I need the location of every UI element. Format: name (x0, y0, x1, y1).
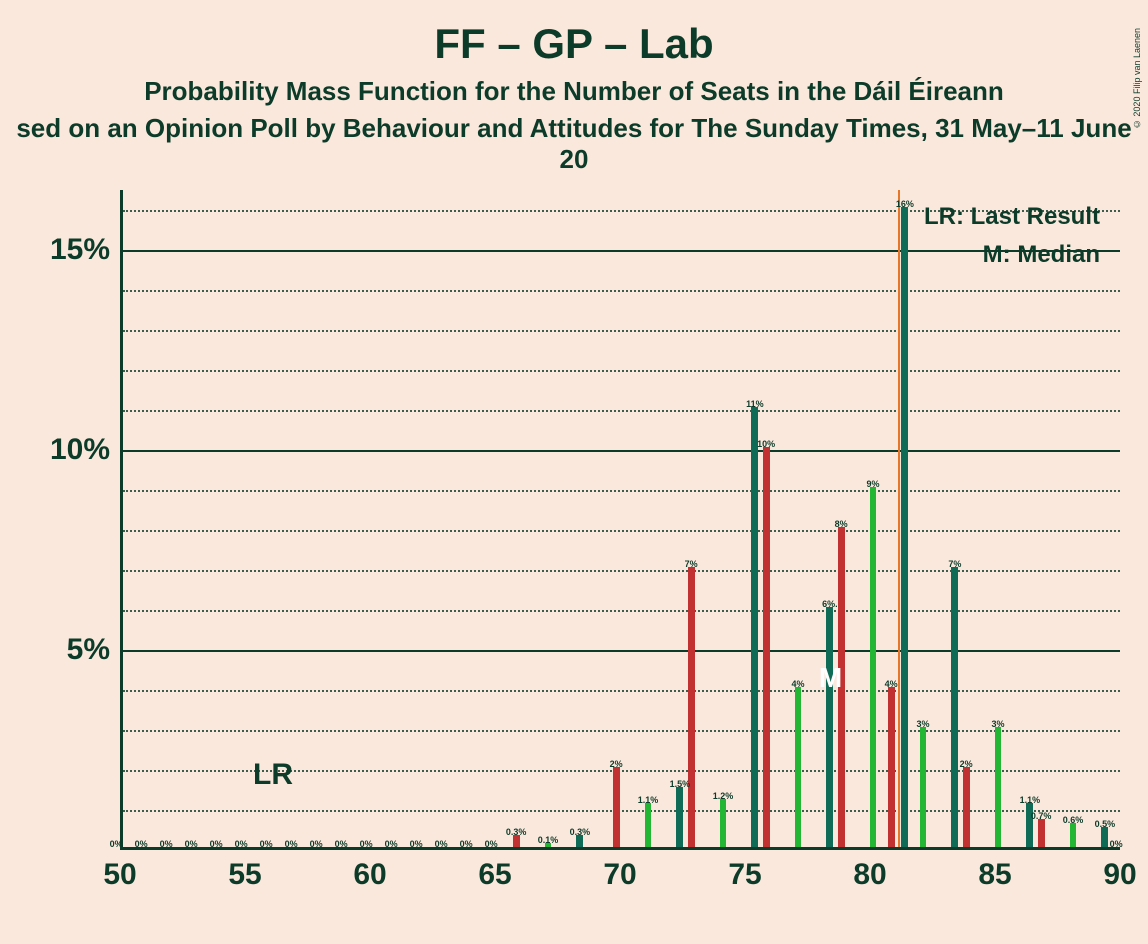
bar-label: 0% (235, 839, 248, 849)
bar-red (688, 567, 695, 847)
grid-major (123, 250, 1120, 252)
bar-teal (676, 787, 683, 847)
bar-label: 1.2% (713, 791, 734, 801)
grid-minor (123, 370, 1120, 372)
bar-teal (826, 607, 833, 847)
bar-red (888, 687, 895, 847)
bar-label: 0% (285, 839, 298, 849)
y-tick-label: 15% (10, 233, 110, 267)
bar-label: 0% (260, 839, 273, 849)
grid-minor (123, 290, 1120, 292)
lr-marker: LR (253, 758, 293, 792)
bar-green (645, 803, 652, 847)
bar-label: 0% (135, 839, 148, 849)
bar-label: 8% (835, 519, 848, 529)
x-tick-label: 90 (1103, 858, 1136, 892)
bar-teal (751, 407, 758, 847)
bar-label: 3% (991, 719, 1004, 729)
bar-label: 11% (746, 399, 764, 409)
y-tick-label: 10% (10, 433, 110, 467)
bar-green (920, 727, 927, 847)
legend-m: M: Median (924, 236, 1100, 274)
bar-red (763, 447, 770, 847)
bar-red (1038, 819, 1045, 847)
bar-label: 16% (896, 199, 914, 209)
bar-label: 0.7% (1031, 811, 1052, 821)
bar-teal (1101, 827, 1108, 847)
x-tick-label: 85 (978, 858, 1011, 892)
bar-label: 0% (210, 839, 223, 849)
x-tick-label: 80 (853, 858, 886, 892)
grid-major (123, 650, 1120, 652)
bar-teal (951, 567, 958, 847)
bar-label: 1.1% (1020, 795, 1041, 805)
grid-minor (123, 330, 1120, 332)
bar-label: 4% (791, 679, 804, 689)
plot-area: LR: Last Result M: Median LR 0% 0% 0% 0% 0% 0%… (120, 190, 1120, 850)
x-tick-label: 55 (228, 858, 261, 892)
bar-label: 1.5% (670, 779, 691, 789)
bar-label: 0% (360, 839, 373, 849)
bar-teal (901, 207, 908, 847)
bar-label: 0.1% (538, 835, 559, 845)
bar-teal (1026, 803, 1033, 847)
x-tick-label: 70 (603, 858, 636, 892)
legend-lr: LR: Last Result (924, 198, 1100, 236)
chart-title: FF – GP – Lab (0, 20, 1148, 68)
grid-minor (123, 730, 1120, 732)
grid-minor (123, 490, 1120, 492)
bar-label: 10% (757, 439, 775, 449)
grid-minor (123, 610, 1120, 612)
bar-label: 0% (310, 839, 323, 849)
bar-label: 2% (960, 759, 973, 769)
grid-minor (123, 570, 1120, 572)
bar-label: 9% (866, 479, 879, 489)
x-tick-label: 60 (353, 858, 386, 892)
chart-subtitle-1: Probability Mass Function for the Number… (0, 76, 1148, 107)
bar-label: 3% (916, 719, 929, 729)
bar-label: 0% (385, 839, 398, 849)
x-tick-label: 75 (728, 858, 761, 892)
grid-minor (123, 690, 1120, 692)
bar-green (795, 687, 802, 847)
bar-green (870, 487, 877, 847)
bar-green (1070, 823, 1077, 847)
bar-label: 6%. (822, 599, 838, 609)
chart-area: LR: Last Result M: Median LR 0% 0% 0% 0% 0% 0%… (0, 190, 1148, 930)
bar-label: 1.1% (638, 795, 659, 805)
bar-red (613, 767, 620, 847)
bar-green (995, 727, 1002, 847)
bar-label: 0.6% (1063, 815, 1084, 825)
grid-minor (123, 210, 1120, 212)
bar-label: 4% (885, 679, 898, 689)
grid-major (123, 450, 1120, 452)
median-marker: M (819, 662, 842, 694)
chart-subtitle-2: sed on an Opinion Poll by Behaviour and … (0, 113, 1148, 175)
bar-label: 0% (185, 839, 198, 849)
bar-red (963, 767, 970, 847)
bar-label: 0.5% (1095, 819, 1116, 829)
bar-label: 0.3% (506, 827, 527, 837)
grid-minor (123, 410, 1120, 412)
bar-label: 0.3% (570, 827, 591, 837)
bar-label: 2% (610, 759, 623, 769)
median-line (898, 190, 900, 847)
bar-label: 0% (460, 839, 473, 849)
bar-label: 7% (685, 559, 698, 569)
x-tick-label: 65 (478, 858, 511, 892)
bar-label: 0% (1110, 839, 1123, 849)
bar-label: 0% (485, 839, 498, 849)
x-tick-label: 50 (103, 858, 136, 892)
bar-label: 0% (410, 839, 423, 849)
bar-label: 0% (335, 839, 348, 849)
grid-minor (123, 530, 1120, 532)
copyright-text: © 2020 Filip van Laenen (1132, 28, 1142, 129)
bar-label: 0% (110, 839, 123, 849)
bar-label: 0% (435, 839, 448, 849)
y-tick-label: 5% (10, 633, 110, 667)
grid-minor (123, 810, 1120, 812)
bar-label: 7% (948, 559, 961, 569)
bar-green (720, 799, 727, 847)
bar-label: 0% (160, 839, 173, 849)
